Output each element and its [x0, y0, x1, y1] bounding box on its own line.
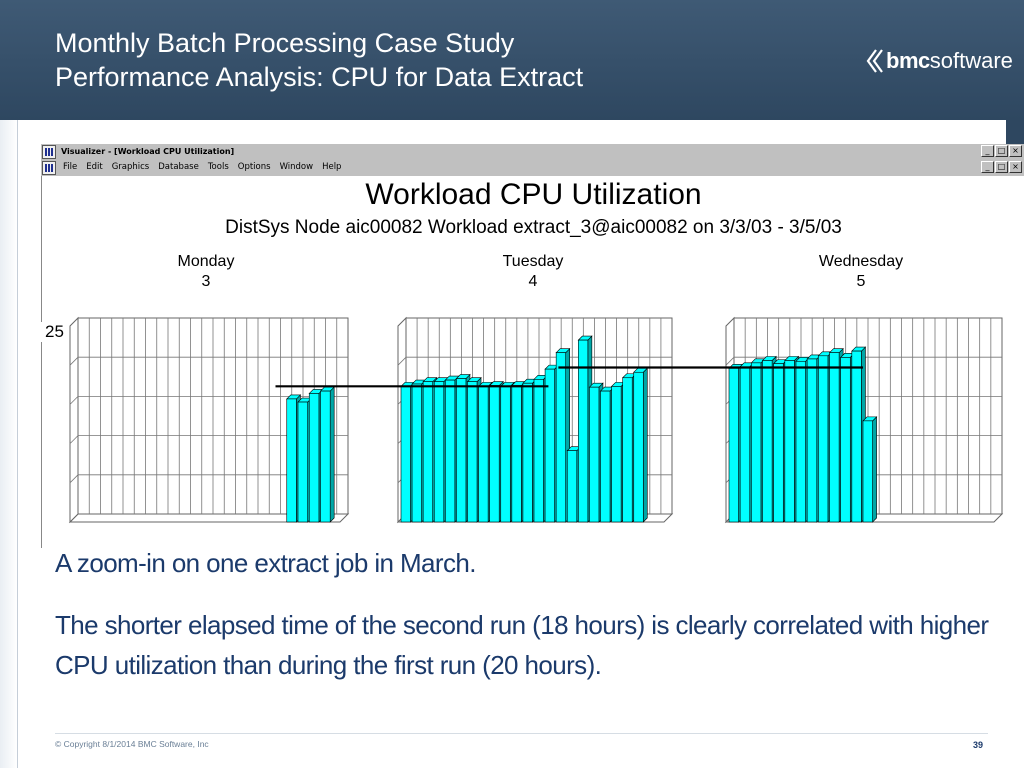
- slide-title: Monthly Batch Processing Case Study Perf…: [55, 26, 583, 94]
- bar: [297, 401, 308, 523]
- day-label-tuesday: Tuesday 4: [483, 252, 583, 292]
- menu-edit[interactable]: Edit: [86, 162, 103, 172]
- bar: [445, 379, 456, 523]
- bar: [511, 385, 522, 523]
- menu-graphics[interactable]: Graphics: [111, 162, 150, 172]
- slide-title-line-2: Performance Analysis: CPU for Data Extra…: [55, 62, 584, 92]
- chart-title: Workload CPU Utilization: [365, 178, 702, 211]
- day-number: 3: [201, 273, 211, 290]
- bar: [308, 393, 320, 523]
- bar: [500, 386, 511, 523]
- bar: [773, 363, 784, 523]
- grid-line-side: [69, 356, 79, 366]
- bar: [611, 386, 622, 523]
- bar: [489, 385, 500, 523]
- document-icon[interactable]: [42, 161, 56, 175]
- bar: [422, 381, 433, 523]
- bar: [478, 386, 489, 523]
- doc-close-button[interactable]: ×: [1009, 161, 1022, 173]
- bar-side: [329, 386, 335, 523]
- panel-side-wall: [69, 316, 79, 524]
- day-number: 4: [528, 273, 538, 290]
- footer-rule: [55, 733, 988, 734]
- bar: [622, 377, 633, 523]
- bar: [600, 390, 611, 523]
- bar: [739, 366, 751, 523]
- doc-minimize-button[interactable]: _: [981, 161, 994, 173]
- page-number: 39: [972, 740, 983, 750]
- bar: [829, 352, 840, 523]
- day-name: Tuesday: [502, 253, 564, 270]
- bar: [728, 368, 739, 523]
- bar: [862, 420, 873, 523]
- note-zoom-in: A zoom-in on one extract job in March.: [55, 548, 476, 578]
- bar: [467, 381, 478, 523]
- bar: [851, 350, 862, 523]
- bar: [555, 352, 566, 523]
- bar-side: [872, 416, 877, 523]
- bar: [806, 358, 818, 523]
- bar: [589, 386, 600, 523]
- bar: [840, 357, 851, 523]
- bar: [433, 381, 445, 523]
- bar: [578, 339, 589, 523]
- bar-side: [642, 367, 648, 523]
- bmc-logo-mark-icon: [866, 49, 883, 73]
- window-controls: _ □ ×: [980, 145, 1022, 159]
- bar: [751, 362, 762, 523]
- grid-line-side: [397, 356, 407, 366]
- doc-restore-button[interactable]: □: [995, 161, 1008, 173]
- slide-title-line-1: Monthly Batch Processing Case Study: [55, 28, 515, 58]
- window-title: Visualizer - [Workload CPU Utilization]: [61, 147, 235, 156]
- bar: [400, 386, 411, 523]
- slide-header: Monthly Batch Processing Case Study Perf…: [0, 0, 1024, 120]
- close-button[interactable]: ×: [1009, 145, 1022, 157]
- note-correlation: The shorter elapsed time of the second r…: [55, 610, 989, 680]
- window-titlebar: Visualizer - [Workload CPU Utilization] …: [41, 144, 1024, 160]
- restore-button[interactable]: □: [995, 145, 1008, 157]
- bar: [456, 378, 467, 523]
- grid-line-side: [69, 396, 79, 405]
- day-name: Monday: [177, 253, 235, 270]
- menu-database[interactable]: Database: [158, 162, 199, 172]
- menu-help[interactable]: Help: [322, 162, 342, 172]
- day-number: 5: [856, 273, 866, 290]
- grid-line-side: [69, 435, 79, 444]
- document-window-controls: _ □ ×: [980, 161, 1022, 175]
- copyright: © Copyright 8/1/2014 BMC Software, Inc: [55, 739, 209, 749]
- chart-area: Workload CPU Utilization DistSys Node ai…: [41, 176, 1024, 548]
- day-name: Wednesday: [818, 253, 904, 270]
- minimize-button[interactable]: _: [981, 145, 994, 157]
- menu-file[interactable]: File: [63, 162, 78, 172]
- menu-options[interactable]: Options: [237, 162, 271, 172]
- left-rule: [0, 120, 18, 768]
- y-tick-label: 25: [41, 322, 68, 342]
- bar: [566, 450, 578, 523]
- bar: [320, 390, 331, 523]
- bmc-logo-wordmark: bmcsoftware: [886, 48, 1013, 73]
- bar: [522, 382, 533, 523]
- menu-items: File Edit Graphics Database Tools Options Wind…: [63, 161, 350, 174]
- bar: [533, 379, 544, 523]
- bar: [411, 383, 422, 523]
- menu-bar: File Edit Graphics Database Tools Options Wind…: [41, 160, 1024, 176]
- day-label-monday: Monday 3: [156, 252, 256, 292]
- menu-window[interactable]: Window: [279, 162, 314, 172]
- bar: [795, 360, 806, 523]
- grid-line-side: [69, 474, 79, 484]
- bar: [762, 360, 773, 523]
- chart-subtitle: DistSys Node aic00082 Workload extract_3…: [225, 217, 842, 238]
- menu-tools[interactable]: Tools: [207, 162, 229, 172]
- grid-line-side: [725, 356, 735, 366]
- bmc-logo: bmcsoftware: [864, 44, 1013, 78]
- day-label-wednesday: Wednesday 5: [806, 252, 916, 292]
- cpu-bar-chart: [68, 316, 1004, 524]
- bar: [818, 355, 829, 523]
- bar: [633, 371, 644, 523]
- bar: [286, 398, 297, 523]
- bar: [544, 368, 555, 523]
- visualizer-app-icon[interactable]: [42, 145, 56, 159]
- bar: [784, 360, 795, 523]
- visualizer-window: Visualizer - [Workload CPU Utilization] …: [41, 144, 1024, 548]
